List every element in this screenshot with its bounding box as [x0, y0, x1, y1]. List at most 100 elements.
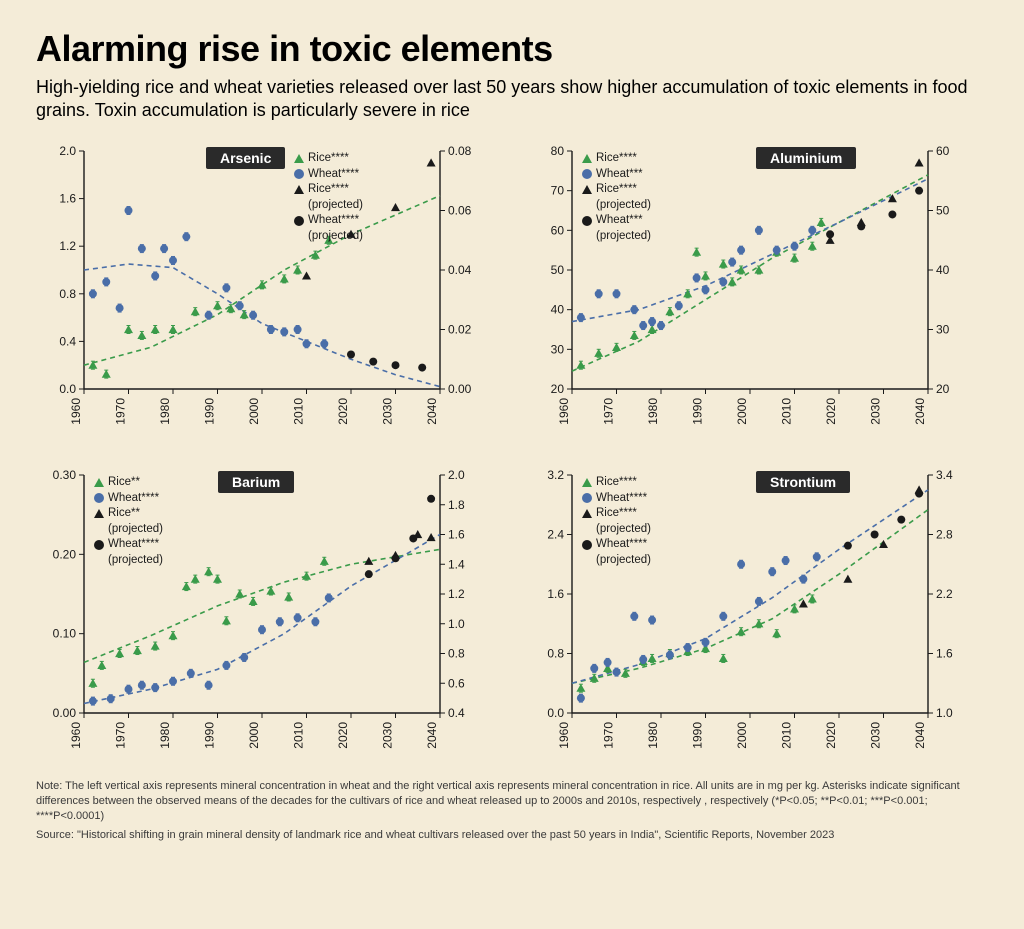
svg-text:80: 80: [551, 144, 565, 158]
svg-text:1980: 1980: [158, 398, 172, 425]
chart-label: Barium: [218, 471, 294, 493]
legend-row: (projected): [294, 198, 363, 214]
svg-text:50: 50: [936, 204, 950, 218]
svg-text:2.2: 2.2: [936, 587, 953, 601]
svg-text:2010: 2010: [780, 722, 794, 749]
svg-text:0.30: 0.30: [53, 468, 77, 482]
svg-text:2030: 2030: [381, 722, 395, 749]
legend-row: (projected): [582, 229, 651, 245]
legend-row: Wheat****: [94, 491, 163, 507]
chart-label: Aluminium: [756, 147, 856, 169]
svg-text:3.4: 3.4: [936, 468, 953, 482]
chart-aluminium: Aluminium Rice**** Wheat*** Rice****(pro…: [524, 141, 988, 441]
legend-row: Wheat****: [94, 537, 163, 553]
svg-text:30: 30: [936, 323, 950, 337]
chart-barium: Barium Rice** Wheat**** Rice**(projected…: [36, 465, 500, 765]
svg-text:2020: 2020: [824, 398, 838, 425]
svg-text:2030: 2030: [869, 722, 883, 749]
svg-text:0.00: 0.00: [53, 706, 77, 720]
wheat-marker-icon: [94, 493, 104, 503]
chart-strontium: Strontium Rice**** Wheat**** Rice****(pr…: [524, 465, 988, 765]
svg-text:2010: 2010: [292, 398, 306, 425]
rice-proj-marker-icon: [94, 509, 104, 518]
legend-row: Rice****: [582, 151, 651, 167]
svg-text:2.0: 2.0: [59, 144, 76, 158]
svg-text:2010: 2010: [292, 722, 306, 749]
chart-arsenic: Arsenic Rice**** Wheat**** Rice****(proj…: [36, 141, 500, 441]
wheat-proj-marker-icon: [582, 216, 592, 226]
svg-text:2020: 2020: [824, 722, 838, 749]
svg-text:0.8: 0.8: [547, 647, 564, 661]
svg-text:0.04: 0.04: [448, 263, 472, 277]
rice-marker-icon: [582, 154, 592, 163]
svg-text:0.0: 0.0: [59, 382, 76, 396]
wheat-marker-icon: [582, 169, 592, 179]
wheat-proj-marker-icon: [294, 216, 304, 226]
svg-text:1970: 1970: [114, 398, 128, 425]
svg-text:1.0: 1.0: [448, 617, 465, 631]
svg-text:1980: 1980: [646, 398, 660, 425]
svg-text:2.0: 2.0: [448, 468, 465, 482]
svg-text:1960: 1960: [69, 722, 83, 749]
svg-text:2000: 2000: [735, 722, 749, 749]
legend-row: (projected): [294, 229, 363, 245]
svg-text:0.0: 0.0: [547, 706, 564, 720]
svg-text:2000: 2000: [247, 398, 261, 425]
svg-text:2000: 2000: [247, 722, 261, 749]
svg-text:1.2: 1.2: [448, 587, 465, 601]
legend-row: Rice****: [582, 182, 651, 198]
svg-text:1.6: 1.6: [547, 587, 564, 601]
legend-row: Wheat****: [294, 213, 363, 229]
legend-row: Rice****: [294, 182, 363, 198]
svg-text:40: 40: [551, 303, 565, 317]
svg-text:20: 20: [936, 382, 950, 396]
rice-proj-marker-icon: [582, 185, 592, 194]
svg-text:1.6: 1.6: [936, 647, 953, 661]
legend-row: Rice**: [94, 506, 163, 522]
svg-text:1.6: 1.6: [59, 192, 76, 206]
legend-row: Rice**: [94, 475, 163, 491]
chart-label: Arsenic: [206, 147, 285, 169]
svg-text:0.02: 0.02: [448, 323, 472, 337]
svg-text:2040: 2040: [913, 398, 927, 425]
rice-proj-marker-icon: [582, 509, 592, 518]
svg-text:2020: 2020: [336, 398, 350, 425]
svg-text:2.4: 2.4: [547, 528, 564, 542]
chart-svg: 0.00.40.81.21.62.00.000.020.040.060.0819…: [36, 141, 486, 441]
legend-row: Rice****: [582, 475, 651, 491]
svg-text:1990: 1990: [691, 398, 705, 425]
legend-row: Wheat****: [294, 167, 363, 183]
chart-legend: Rice** Wheat**** Rice**(projected) Wheat…: [94, 475, 163, 568]
svg-text:2030: 2030: [869, 398, 883, 425]
wheat-marker-icon: [582, 493, 592, 503]
svg-text:2020: 2020: [336, 722, 350, 749]
legend-row: Wheat****: [582, 537, 651, 553]
svg-text:1.6: 1.6: [448, 528, 465, 542]
rice-marker-icon: [94, 478, 104, 487]
wheat-proj-marker-icon: [94, 540, 104, 550]
svg-text:0.00: 0.00: [448, 382, 472, 396]
svg-text:2040: 2040: [425, 722, 439, 749]
rice-marker-icon: [294, 154, 304, 163]
chart-legend: Rice**** Wheat**** Rice****(projected) W…: [294, 151, 363, 244]
svg-text:1980: 1980: [158, 722, 172, 749]
svg-text:1960: 1960: [69, 398, 83, 425]
wheat-marker-icon: [294, 169, 304, 179]
legend-row: (projected): [582, 553, 651, 569]
legend-row: (projected): [582, 198, 651, 214]
chart-label: Strontium: [756, 471, 850, 493]
svg-text:1960: 1960: [557, 398, 571, 425]
svg-text:60: 60: [936, 144, 950, 158]
legend-row: (projected): [582, 522, 651, 538]
svg-text:70: 70: [551, 184, 565, 198]
chart-legend: Rice**** Wheat*** Rice****(projected) Wh…: [582, 151, 651, 244]
svg-text:30: 30: [551, 342, 565, 356]
svg-text:0.4: 0.4: [59, 334, 76, 348]
svg-text:2030: 2030: [381, 398, 395, 425]
svg-text:2040: 2040: [425, 398, 439, 425]
svg-text:1990: 1990: [203, 722, 217, 749]
svg-text:0.06: 0.06: [448, 204, 472, 218]
legend-row: Wheat***: [582, 213, 651, 229]
svg-text:0.8: 0.8: [59, 287, 76, 301]
svg-text:1.2: 1.2: [59, 239, 76, 253]
